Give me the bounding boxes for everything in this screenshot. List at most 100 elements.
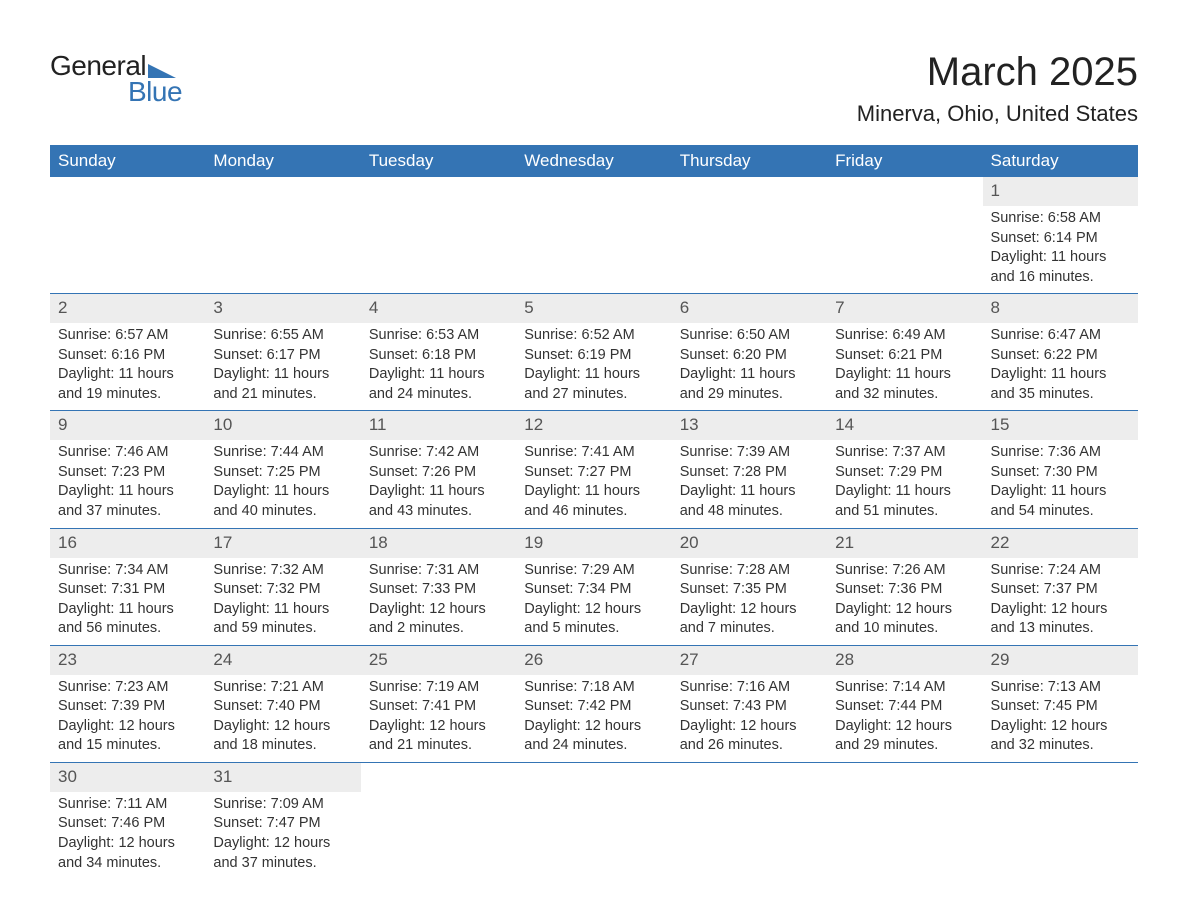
sunset-text: Sunset: 6:20 PM — [680, 346, 819, 366]
sunset-text: Sunset: 7:44 PM — [835, 697, 974, 717]
day-number-cell: 24 — [205, 645, 360, 674]
day-content-cell — [672, 206, 827, 294]
daylight-text: Daylight: 12 hours and 10 minutes. — [835, 600, 974, 639]
logo-text-blue: Blue — [128, 76, 182, 108]
sunset-text: Sunset: 7:31 PM — [58, 580, 197, 600]
day-number-cell — [983, 762, 1138, 791]
day-number-cell: 18 — [361, 528, 516, 557]
daylight-text: Daylight: 11 hours and 43 minutes. — [369, 482, 508, 521]
day-number-cell: 9 — [50, 411, 205, 440]
day-number-cell: 14 — [827, 411, 982, 440]
col-thursday: Thursday — [672, 145, 827, 177]
day-number-cell: 7 — [827, 294, 982, 323]
col-tuesday: Tuesday — [361, 145, 516, 177]
day-content-cell — [205, 206, 360, 294]
daylight-text: Daylight: 11 hours and 54 minutes. — [991, 482, 1130, 521]
sunrise-text: Sunrise: 7:19 AM — [369, 678, 508, 698]
sunset-text: Sunset: 7:41 PM — [369, 697, 508, 717]
day-number-cell — [361, 762, 516, 791]
title-block: March 2025 Minerva, Ohio, United States — [857, 50, 1138, 127]
logo: General Blue — [50, 50, 182, 108]
day-content-cell: Sunrise: 6:57 AMSunset: 6:16 PMDaylight:… — [50, 323, 205, 411]
sunset-text: Sunset: 7:42 PM — [524, 697, 663, 717]
month-title: March 2025 — [857, 50, 1138, 95]
day-content-cell: Sunrise: 7:42 AMSunset: 7:26 PMDaylight:… — [361, 440, 516, 528]
day-number-cell: 17 — [205, 528, 360, 557]
daylight-text: Daylight: 11 hours and 19 minutes. — [58, 365, 197, 404]
day-number-cell: 28 — [827, 645, 982, 674]
day-number-cell: 23 — [50, 645, 205, 674]
day-number-cell — [672, 177, 827, 206]
daylight-text: Daylight: 12 hours and 26 minutes. — [680, 717, 819, 756]
daylight-text: Daylight: 12 hours and 32 minutes. — [991, 717, 1130, 756]
sunset-text: Sunset: 7:26 PM — [369, 463, 508, 483]
day-number-cell: 10 — [205, 411, 360, 440]
sunrise-text: Sunrise: 7:14 AM — [835, 678, 974, 698]
daylight-text: Daylight: 11 hours and 40 minutes. — [213, 482, 352, 521]
daylight-text: Daylight: 11 hours and 48 minutes. — [680, 482, 819, 521]
day-content-cell: Sunrise: 6:53 AMSunset: 6:18 PMDaylight:… — [361, 323, 516, 411]
daylight-text: Daylight: 11 hours and 46 minutes. — [524, 482, 663, 521]
day-content-cell: Sunrise: 7:36 AMSunset: 7:30 PMDaylight:… — [983, 440, 1138, 528]
sunset-text: Sunset: 7:27 PM — [524, 463, 663, 483]
daylight-text: Daylight: 12 hours and 13 minutes. — [991, 600, 1130, 639]
day-content-cell: Sunrise: 7:44 AMSunset: 7:25 PMDaylight:… — [205, 440, 360, 528]
sunset-text: Sunset: 6:18 PM — [369, 346, 508, 366]
day-number-cell — [516, 762, 671, 791]
sunset-text: Sunset: 7:46 PM — [58, 814, 197, 834]
sunset-text: Sunset: 7:43 PM — [680, 697, 819, 717]
daylight-text: Daylight: 12 hours and 37 minutes. — [213, 834, 352, 873]
day-number-cell — [361, 177, 516, 206]
day-content-cell: Sunrise: 7:34 AMSunset: 7:31 PMDaylight:… — [50, 558, 205, 646]
day-number-cell: 22 — [983, 528, 1138, 557]
day-content-cell — [361, 206, 516, 294]
sunrise-text: Sunrise: 7:36 AM — [991, 443, 1130, 463]
day-number-cell: 31 — [205, 762, 360, 791]
sunset-text: Sunset: 7:37 PM — [991, 580, 1130, 600]
sunrise-text: Sunrise: 7:32 AM — [213, 561, 352, 581]
sunrise-text: Sunrise: 7:16 AM — [680, 678, 819, 698]
daylight-text: Daylight: 12 hours and 34 minutes. — [58, 834, 197, 873]
daylight-text: Daylight: 11 hours and 56 minutes. — [58, 600, 197, 639]
day-content-cell — [516, 206, 671, 294]
day-content-cell — [672, 792, 827, 879]
sunrise-text: Sunrise: 7:21 AM — [213, 678, 352, 698]
sunrise-text: Sunrise: 7:37 AM — [835, 443, 974, 463]
day-content-cell: Sunrise: 6:49 AMSunset: 6:21 PMDaylight:… — [827, 323, 982, 411]
day-content-cell: Sunrise: 7:46 AMSunset: 7:23 PMDaylight:… — [50, 440, 205, 528]
daylight-text: Daylight: 12 hours and 24 minutes. — [524, 717, 663, 756]
sunset-text: Sunset: 7:34 PM — [524, 580, 663, 600]
sunrise-text: Sunrise: 7:23 AM — [58, 678, 197, 698]
day-content-cell — [361, 792, 516, 879]
sunset-text: Sunset: 7:29 PM — [835, 463, 974, 483]
sunset-text: Sunset: 7:35 PM — [680, 580, 819, 600]
sunrise-text: Sunrise: 7:34 AM — [58, 561, 197, 581]
day-number-cell: 25 — [361, 645, 516, 674]
daylight-text: Daylight: 12 hours and 18 minutes. — [213, 717, 352, 756]
sunset-text: Sunset: 6:17 PM — [213, 346, 352, 366]
sunset-text: Sunset: 7:33 PM — [369, 580, 508, 600]
day-number-cell: 13 — [672, 411, 827, 440]
sunrise-text: Sunrise: 6:47 AM — [991, 326, 1130, 346]
sunrise-text: Sunrise: 7:18 AM — [524, 678, 663, 698]
day-number-cell: 4 — [361, 294, 516, 323]
day-content-cell: Sunrise: 7:31 AMSunset: 7:33 PMDaylight:… — [361, 558, 516, 646]
day-content-cell: Sunrise: 6:58 AMSunset: 6:14 PMDaylight:… — [983, 206, 1138, 294]
daylight-text: Daylight: 11 hours and 59 minutes. — [213, 600, 352, 639]
sunset-text: Sunset: 6:16 PM — [58, 346, 197, 366]
week-daynum-row: 1 — [50, 177, 1138, 206]
sunset-text: Sunset: 6:22 PM — [991, 346, 1130, 366]
sunrise-text: Sunrise: 6:50 AM — [680, 326, 819, 346]
daylight-text: Daylight: 12 hours and 29 minutes. — [835, 717, 974, 756]
sunset-text: Sunset: 7:45 PM — [991, 697, 1130, 717]
weekday-header-row: Sunday Monday Tuesday Wednesday Thursday… — [50, 145, 1138, 177]
sunset-text: Sunset: 6:14 PM — [991, 229, 1130, 249]
day-number-cell: 3 — [205, 294, 360, 323]
day-number-cell: 15 — [983, 411, 1138, 440]
day-number-cell: 30 — [50, 762, 205, 791]
sunrise-text: Sunrise: 6:49 AM — [835, 326, 974, 346]
day-content-cell: Sunrise: 7:29 AMSunset: 7:34 PMDaylight:… — [516, 558, 671, 646]
sunset-text: Sunset: 7:36 PM — [835, 580, 974, 600]
day-content-cell: Sunrise: 7:37 AMSunset: 7:29 PMDaylight:… — [827, 440, 982, 528]
sunrise-text: Sunrise: 7:09 AM — [213, 795, 352, 815]
